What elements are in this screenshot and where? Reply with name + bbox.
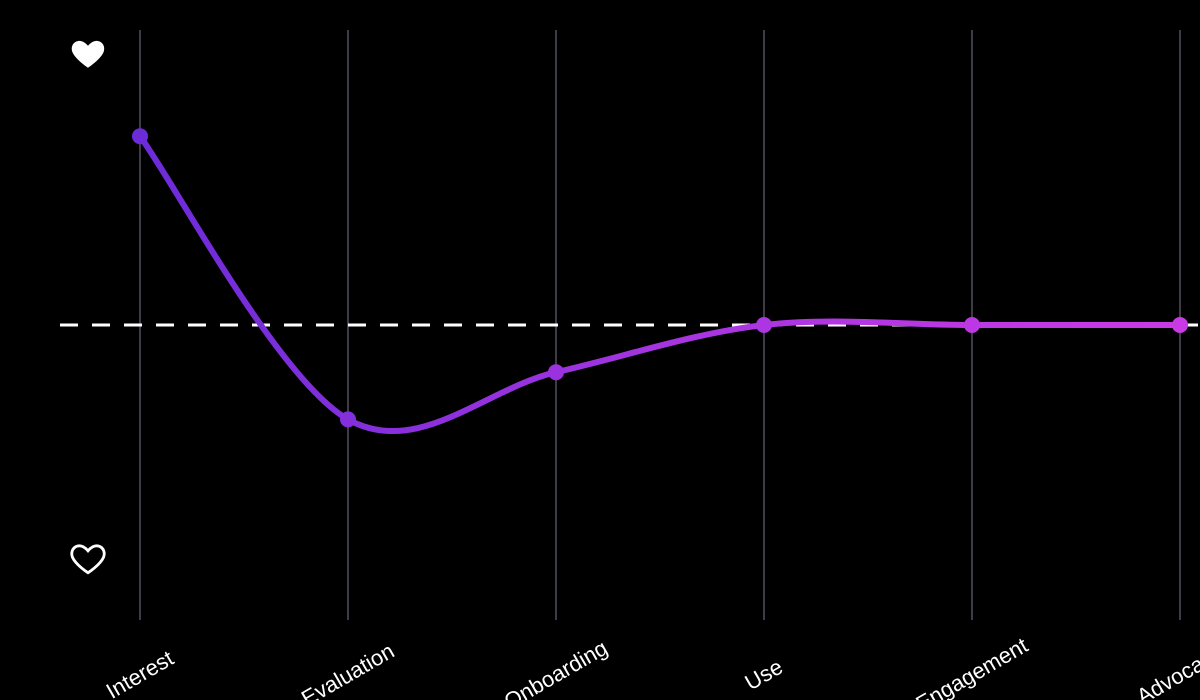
heart-filled-icon — [72, 41, 104, 68]
data-point — [340, 411, 356, 427]
data-point — [1172, 317, 1188, 333]
heart-outline-icon — [72, 546, 104, 573]
sentiment-line — [140, 136, 1180, 431]
journey-sentiment-chart: InterestEvaluationOnboardingUseEngagemen… — [0, 0, 1200, 700]
data-point — [964, 317, 980, 333]
data-point — [132, 128, 148, 144]
data-point — [548, 364, 564, 380]
data-point — [756, 317, 772, 333]
chart-canvas — [0, 0, 1200, 700]
